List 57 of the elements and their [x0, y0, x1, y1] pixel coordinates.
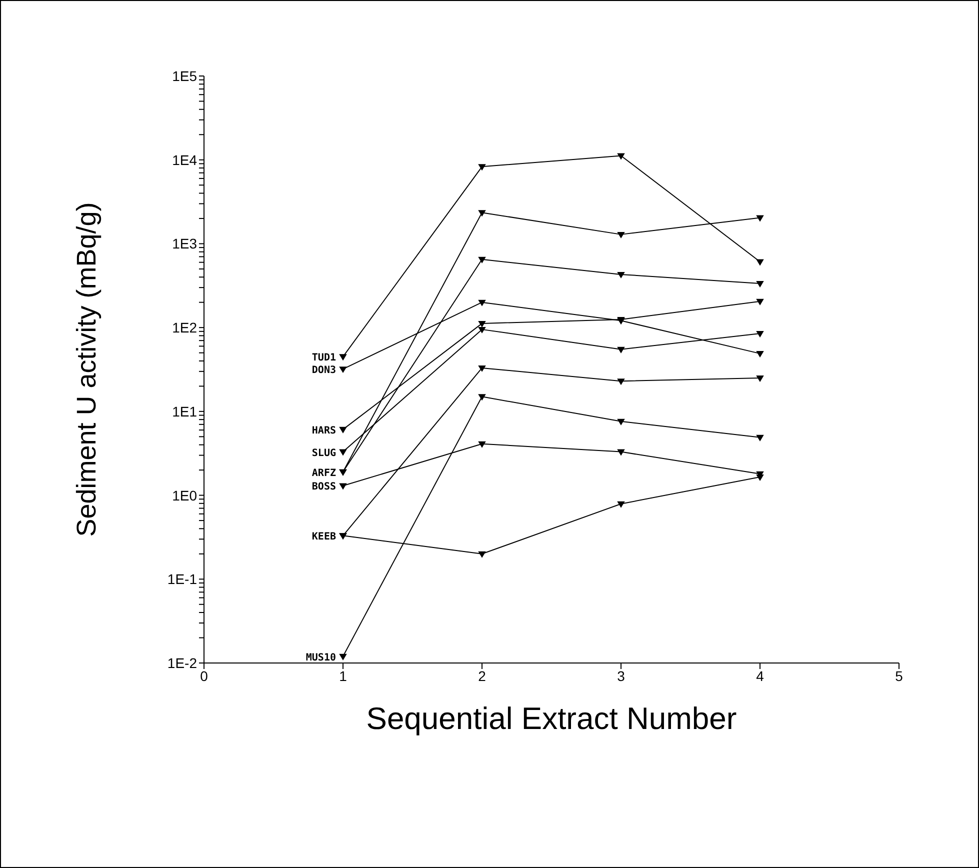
point	[340, 483, 346, 490]
series-label: MUS10	[306, 652, 336, 664]
series-label: KEEB	[312, 532, 336, 543]
point	[478, 300, 486, 306]
point	[340, 366, 346, 373]
y-tick-label: 1E3	[172, 236, 198, 252]
point	[618, 153, 624, 160]
point	[478, 256, 486, 263]
point	[340, 654, 346, 660]
point	[478, 326, 486, 333]
point	[478, 394, 486, 400]
y-tick-label: 1E-1	[167, 571, 198, 588]
x-tick-label: 1	[339, 668, 348, 684]
point	[618, 346, 624, 353]
point	[478, 365, 486, 372]
x-axis-title: Sequential Extract Number	[366, 701, 737, 736]
series-label: ARFZ	[312, 468, 336, 479]
series-label: SLUG	[312, 448, 336, 459]
point	[340, 426, 346, 433]
point	[618, 232, 624, 238]
y-tick-label: 1E2	[172, 320, 198, 336]
point	[340, 354, 346, 360]
point	[478, 441, 486, 448]
point	[756, 474, 764, 481]
series-label: TUD1	[312, 352, 336, 364]
point	[618, 378, 624, 385]
y-tick-label: 1E1	[172, 403, 198, 420]
x-tick-label: 5	[895, 668, 904, 684]
point	[618, 501, 624, 508]
y-tick-label: 1E4	[172, 152, 198, 168]
point	[756, 330, 764, 337]
series-label: HARS	[312, 425, 336, 436]
point	[756, 215, 764, 222]
x-tick-label: 3	[617, 668, 626, 684]
point	[478, 320, 486, 327]
point	[756, 434, 764, 441]
x-tick-label: 4	[756, 668, 764, 684]
point	[478, 210, 486, 216]
point	[478, 551, 486, 558]
point	[756, 298, 764, 305]
point	[478, 164, 486, 170]
y-tick-label: 1E0	[172, 487, 198, 504]
point	[756, 351, 764, 358]
point	[618, 449, 624, 456]
point	[756, 376, 764, 382]
point	[756, 281, 764, 288]
series-label: DON3	[312, 365, 336, 376]
x-tick-label: 0	[200, 668, 208, 684]
point	[756, 259, 764, 266]
y-tick-label: 1E-2	[167, 654, 198, 671]
point	[618, 272, 624, 278]
y-tick-label: 1E5	[172, 68, 198, 84]
y-axis-title: Sediment U activity (mBq/g)	[72, 202, 102, 537]
x-tick-label: 2	[478, 668, 486, 684]
point	[618, 418, 624, 425]
point	[340, 449, 346, 456]
series-label: BOSS	[312, 482, 336, 493]
